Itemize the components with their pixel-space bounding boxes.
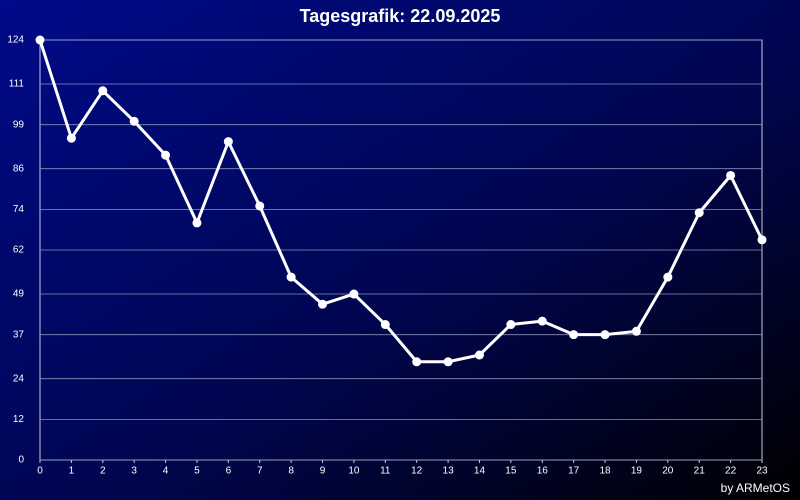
x-tick-label: 21 [694, 466, 706, 477]
x-tick-label: 10 [348, 466, 360, 477]
y-tick-label: 111 [9, 79, 25, 90]
data-point [443, 357, 453, 367]
y-tick-label: 0 [18, 455, 24, 466]
x-tick-label: 7 [257, 466, 263, 477]
x-tick-label: 6 [226, 466, 232, 477]
x-tick-label: 19 [631, 466, 643, 477]
data-point [694, 208, 704, 218]
data-point [537, 316, 547, 326]
x-tick-label: 20 [662, 466, 674, 477]
data-point [129, 116, 139, 126]
data-point [474, 350, 484, 360]
data-point [506, 320, 516, 330]
x-tick-label: 17 [568, 466, 580, 477]
y-tick-label: 12 [13, 414, 25, 425]
y-tick-label: 124 [7, 35, 24, 46]
data-point [600, 330, 610, 340]
data-point [35, 35, 45, 45]
x-tick-label: 15 [505, 466, 517, 477]
y-tick-label: 24 [13, 373, 25, 384]
data-point [757, 235, 767, 245]
x-tick-label: 18 [599, 466, 611, 477]
data-line [38, 39, 764, 364]
footer: by ARMetOS [721, 481, 790, 495]
data-point [223, 137, 233, 147]
data-point [161, 150, 171, 160]
chart-title: Tagesgrafik: 22.09.2025 [300, 6, 501, 26]
x-tick-label: 2 [100, 466, 106, 477]
y-tick-label: 86 [13, 163, 25, 174]
data-point [192, 218, 202, 228]
data-point [349, 289, 359, 299]
y-tick-label: 37 [13, 329, 25, 340]
x-tick-label: 22 [725, 466, 737, 477]
x-tick-label: 23 [756, 466, 768, 477]
data-point [286, 272, 296, 282]
y-tick-label: 99 [13, 119, 25, 130]
x-tick-label: 5 [194, 466, 200, 477]
x-tick-label: 1 [69, 466, 75, 477]
data-point [726, 170, 736, 180]
x-tick-label: 13 [443, 466, 455, 477]
x-tick-label: 4 [163, 466, 169, 477]
data-point [318, 299, 328, 309]
y-tick-label: 74 [13, 204, 25, 215]
x-tick-label: 9 [320, 466, 326, 477]
data-point [412, 357, 422, 367]
x-tick-label: 16 [537, 466, 549, 477]
data-point [380, 320, 390, 330]
data-point [631, 326, 641, 336]
y-tick-label: 62 [13, 245, 25, 256]
x-tick-label: 11 [380, 466, 391, 477]
x-tick-label: 0 [37, 466, 43, 477]
data-point [569, 330, 579, 340]
y-tick-label: 49 [13, 289, 25, 300]
x-tick-label: 14 [474, 466, 486, 477]
x-tick-label: 3 [131, 466, 137, 477]
data-point [255, 201, 265, 211]
x-tick-label: 12 [411, 466, 423, 477]
data-point [663, 272, 673, 282]
data-point [98, 86, 108, 96]
x-tick-label: 8 [288, 466, 294, 477]
data-point [66, 133, 76, 143]
